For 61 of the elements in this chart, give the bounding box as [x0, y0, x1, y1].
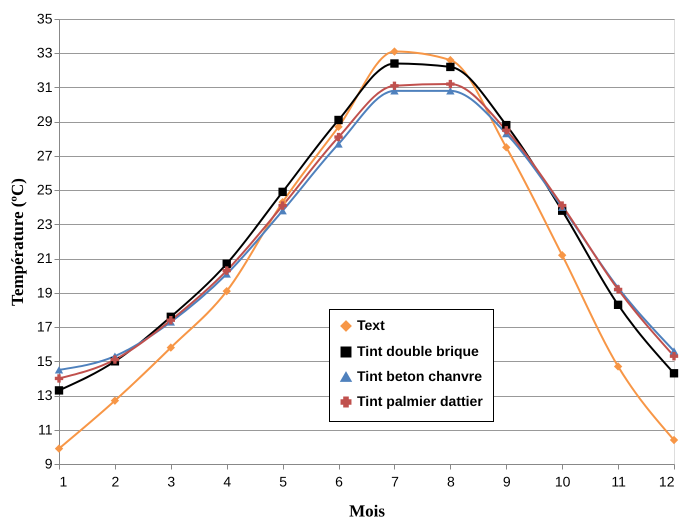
- x-tick-label: 3: [167, 474, 176, 490]
- x-tick-label: 4: [223, 474, 232, 490]
- legend-label: Text: [357, 317, 386, 333]
- point: [54, 366, 64, 374]
- y-tick-label: 19: [36, 284, 53, 300]
- point: [390, 59, 399, 68]
- point: [390, 47, 399, 56]
- legend-label: Tint palmier dattier: [357, 393, 484, 409]
- point: [502, 143, 510, 152]
- point: [670, 369, 678, 378]
- y-tick-label: 15: [36, 352, 53, 369]
- x-tick-label: 6: [335, 474, 344, 490]
- point: [54, 374, 64, 383]
- y-tick-label: 27: [36, 147, 53, 164]
- point: [334, 132, 343, 142]
- point: [670, 352, 678, 360]
- x-tick-label: 1: [60, 474, 68, 490]
- point: [558, 251, 566, 260]
- x-tick-label: 5: [279, 474, 288, 490]
- y-tick-label: 25: [36, 182, 53, 198]
- point: [446, 80, 455, 88]
- point: [334, 116, 343, 124]
- y-tick-label: 33: [36, 44, 53, 61]
- point: [334, 140, 343, 148]
- x-tick-label: 8: [446, 474, 455, 490]
- point: [54, 386, 64, 395]
- y-tick-label: 13: [36, 387, 53, 404]
- y-tick-label: 35: [36, 10, 53, 26]
- y-tick-label: 29: [36, 113, 53, 130]
- x-tick-label: 9: [502, 474, 511, 490]
- point: [446, 87, 455, 95]
- y-tick-label: 23: [36, 216, 53, 232]
- point: [502, 126, 510, 134]
- point: [558, 201, 566, 210]
- x-tick-label: 10: [554, 474, 571, 490]
- y-tick-label: 17: [36, 318, 53, 335]
- point: [222, 266, 231, 275]
- point: [278, 188, 287, 196]
- point: [670, 436, 678, 444]
- x-tick-label: 7: [391, 474, 400, 490]
- x-tick-label: 11: [611, 474, 626, 490]
- point: [390, 82, 399, 90]
- point: [222, 260, 231, 268]
- legend-label: Tint beton chanvre: [357, 368, 482, 384]
- point: [278, 201, 287, 210]
- y-axis-title: Température (ºC): [8, 178, 27, 306]
- x-tick-label: 2: [112, 474, 120, 490]
- x-axis-title: Mois: [349, 502, 386, 520]
- y-tick-label: 21: [36, 250, 53, 266]
- y-tick-label: 9: [44, 456, 53, 472]
- point: [110, 396, 120, 405]
- x-tick-label: 12: [658, 474, 675, 490]
- point: [166, 343, 175, 352]
- legend-label: Tint double brique: [357, 343, 480, 359]
- point: [446, 62, 455, 72]
- point: [614, 300, 622, 310]
- point: [54, 444, 64, 453]
- y-tick-label: 31: [36, 78, 53, 95]
- point: [222, 286, 231, 296]
- point: [614, 362, 622, 371]
- y-tick-label: 11: [38, 421, 53, 438]
